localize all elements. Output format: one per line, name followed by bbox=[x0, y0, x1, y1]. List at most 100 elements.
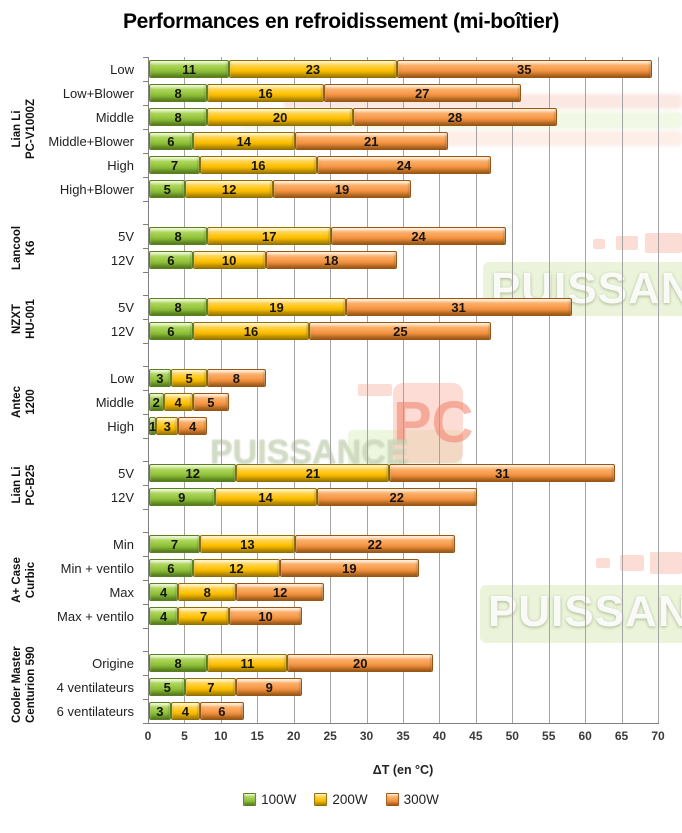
bar-value: 11 bbox=[240, 655, 255, 671]
x-tick-label: 65 bbox=[614, 729, 629, 743]
bar-value: 4 bbox=[181, 703, 190, 719]
x-axis-title: ΔT (en °C) bbox=[372, 763, 434, 777]
x-tick-label: 10 bbox=[214, 729, 228, 743]
bar-segment-200w: 3 bbox=[156, 417, 179, 435]
bar-segment-100w: 6 bbox=[149, 559, 193, 577]
bar-value: 9 bbox=[265, 679, 273, 695]
bar-value: 13 bbox=[240, 536, 255, 552]
group-label-line: Antec bbox=[11, 386, 23, 418]
bar-segment-100w: 3 bbox=[149, 702, 171, 720]
axis-tick bbox=[143, 675, 148, 676]
gridline bbox=[220, 57, 222, 723]
axis-tick bbox=[143, 414, 148, 415]
bar-segment-300w: 27 bbox=[323, 84, 521, 102]
category-label: Low bbox=[110, 61, 134, 77]
watermark-swoosh bbox=[620, 555, 644, 571]
bar-value: 18 bbox=[323, 252, 339, 268]
group-label-line: Centurion 590 bbox=[24, 646, 37, 723]
bar-value: 10 bbox=[221, 252, 237, 268]
bar-segment-200w: 21 bbox=[236, 464, 390, 482]
category-label: High bbox=[107, 157, 134, 173]
bar-segment-200w: 4 bbox=[170, 702, 200, 720]
bar-value: 7 bbox=[207, 679, 215, 695]
group-label-text: Cooler Master Centurion 590 bbox=[11, 646, 41, 723]
group-label-line: Lian Li bbox=[11, 466, 23, 504]
axis-tick bbox=[143, 177, 148, 178]
category-label: Middle+Blower bbox=[48, 133, 134, 149]
gridline bbox=[658, 57, 659, 723]
bar-segment-200w: 11 bbox=[207, 654, 288, 672]
bar-segment-300w: 31 bbox=[389, 464, 616, 482]
axis-tick bbox=[143, 81, 148, 82]
bar-segment-300w: 5 bbox=[192, 393, 230, 411]
bar-segment-300w: 24 bbox=[331, 227, 506, 245]
watermark-swoosh bbox=[358, 384, 392, 396]
legend-item-200w: 200W bbox=[314, 792, 368, 807]
bar-value: 22 bbox=[367, 536, 383, 552]
axis-tick bbox=[143, 129, 148, 130]
bar-value: 24 bbox=[396, 157, 412, 173]
bar-segment-200w: 14 bbox=[214, 488, 317, 506]
gridline bbox=[621, 57, 623, 723]
axis-tick bbox=[143, 390, 148, 391]
bar-value: 28 bbox=[447, 109, 463, 125]
group-label-line: Lian Li bbox=[11, 110, 23, 148]
bar-segment-200w: 17 bbox=[207, 227, 332, 245]
bar-value: 1 bbox=[149, 418, 157, 434]
bar-segment-100w: 9 bbox=[149, 488, 215, 506]
bar-segment-100w: 5 bbox=[149, 180, 186, 198]
bar-segment-100w: 3 bbox=[149, 369, 171, 387]
bar-value: 19 bbox=[334, 181, 350, 197]
x-tick-label: 55 bbox=[542, 729, 556, 743]
axis-tick bbox=[143, 366, 148, 367]
category-label: 12V bbox=[110, 489, 134, 505]
bar-segment-100w: 8 bbox=[149, 84, 208, 102]
bar-value: 19 bbox=[342, 560, 357, 576]
axis-tick bbox=[143, 723, 148, 724]
group-label-line: Cooler Master bbox=[11, 646, 23, 723]
axis-tick bbox=[143, 699, 148, 700]
bar-segment-100w: 5 bbox=[149, 678, 186, 696]
bar-value: 2 bbox=[152, 394, 160, 410]
axis-tick bbox=[143, 509, 148, 510]
group-label-text: NZXT HU-001 bbox=[11, 295, 41, 343]
category-label: High bbox=[107, 418, 134, 434]
group-label-line: HU-001 bbox=[24, 299, 37, 339]
gridline bbox=[184, 57, 186, 723]
bar-value: 14 bbox=[258, 489, 273, 505]
x-tick-label: 0 bbox=[144, 729, 152, 743]
bar-value: 8 bbox=[174, 655, 182, 671]
bar-value: 3 bbox=[156, 703, 164, 719]
bar-value: 22 bbox=[389, 489, 404, 505]
group-label-line: Lancool bbox=[11, 225, 23, 271]
bar-segment-300w: 9 bbox=[236, 678, 302, 696]
gridline bbox=[330, 57, 332, 723]
category-label: Middle bbox=[95, 109, 134, 125]
bar-segment-300w: 18 bbox=[265, 251, 397, 269]
axis-tick bbox=[143, 628, 148, 629]
watermark-stripe bbox=[430, 131, 682, 146]
legend-swatch-300w bbox=[385, 793, 399, 806]
category-label: Max + ventilo bbox=[57, 608, 134, 624]
bar-segment-300w: 4 bbox=[178, 417, 208, 435]
group-label-line: K6 bbox=[24, 240, 37, 256]
bar-segment-100w: 4 bbox=[149, 607, 179, 625]
bar-segment-100w: 6 bbox=[149, 322, 193, 340]
bar-value: 10 bbox=[258, 608, 273, 624]
category-label: Origine bbox=[92, 655, 134, 671]
gridline bbox=[585, 57, 587, 723]
axis-tick bbox=[143, 485, 148, 486]
watermark-swoosh bbox=[593, 239, 605, 249]
bar-value: 24 bbox=[411, 228, 426, 244]
group-label: Lian Li PC-V1000Z bbox=[4, 57, 48, 201]
category-label: Low+Blower bbox=[62, 85, 134, 101]
bar-value: 16 bbox=[251, 157, 266, 173]
axis-tick bbox=[143, 319, 148, 320]
watermark-swoosh bbox=[650, 552, 682, 574]
group-label-line: NZXT bbox=[11, 303, 23, 335]
x-tick-label: 15 bbox=[250, 729, 264, 743]
bar-value: 7 bbox=[170, 536, 179, 552]
bar-segment-300w: 22 bbox=[294, 535, 455, 553]
